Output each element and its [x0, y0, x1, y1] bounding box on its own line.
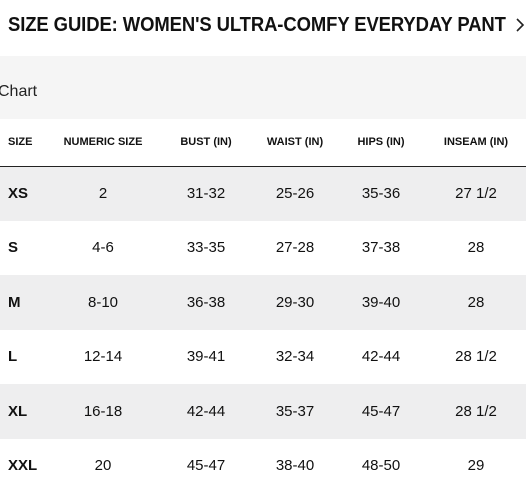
hips-cell: 37-38 — [336, 221, 426, 276]
waist-cell: 25-26 — [254, 166, 336, 221]
inseam-cell: 28 — [426, 275, 526, 330]
hips-cell: 42-44 — [336, 330, 426, 385]
tab-chart[interactable]: Chart — [0, 83, 37, 101]
table-row: L 12-14 39-41 32-34 42-44 28 1/2 — [0, 330, 526, 385]
size-cell: L — [0, 330, 48, 385]
column-header-numeric-size: NUMERIC SIZE — [48, 119, 158, 166]
bust-cell: 31-32 — [158, 166, 254, 221]
numeric-size-cell: 20 — [48, 439, 158, 493]
tab-bar: Chart — [0, 56, 526, 119]
modal-header: SIZE GUIDE: WOMEN'S ULTRA-COMFY EVERYDAY… — [0, 0, 526, 56]
column-header-hips: HIPS (IN) — [336, 119, 426, 166]
column-header-waist: WAIST (IN) — [254, 119, 336, 166]
waist-cell: 32-34 — [254, 330, 336, 385]
waist-cell: 29-30 — [254, 275, 336, 330]
inseam-cell: 28 — [426, 221, 526, 276]
inseam-cell: 28 1/2 — [426, 384, 526, 439]
column-header-bust: BUST (IN) — [158, 119, 254, 166]
inseam-cell: 29 — [426, 439, 526, 493]
waist-cell: 27-28 — [254, 221, 336, 276]
numeric-size-cell: 8-10 — [48, 275, 158, 330]
table-row: XL 16-18 42-44 35-37 45-47 28 1/2 — [0, 384, 526, 439]
numeric-size-cell: 16-18 — [48, 384, 158, 439]
table-row: XXL 20 45-47 38-40 48-50 29 — [0, 439, 526, 493]
bust-cell: 36-38 — [158, 275, 254, 330]
size-chart-table-wrapper: SIZE NUMERIC SIZE BUST (IN) WAIST (IN) H… — [0, 119, 526, 493]
size-cell: XXL — [0, 439, 48, 493]
bust-cell: 42-44 — [158, 384, 254, 439]
bust-cell: 33-35 — [158, 221, 254, 276]
hips-cell: 35-36 — [336, 166, 426, 221]
table-row: S 4-6 33-35 27-28 37-38 28 — [0, 221, 526, 276]
hips-cell: 45-47 — [336, 384, 426, 439]
chevron-right-icon[interactable] — [514, 14, 526, 36]
page-title: SIZE GUIDE: WOMEN'S ULTRA-COMFY EVERYDAY… — [8, 13, 506, 37]
size-cell: S — [0, 221, 48, 276]
bust-cell: 39-41 — [158, 330, 254, 385]
waist-cell: 35-37 — [254, 384, 336, 439]
hips-cell: 48-50 — [336, 439, 426, 493]
numeric-size-cell: 2 — [48, 166, 158, 221]
table-header-row: SIZE NUMERIC SIZE BUST (IN) WAIST (IN) H… — [0, 119, 526, 166]
inseam-cell: 28 1/2 — [426, 330, 526, 385]
column-header-size: SIZE — [0, 119, 48, 166]
column-header-inseam: INSEAM (IN) — [426, 119, 526, 166]
hips-cell: 39-40 — [336, 275, 426, 330]
table-row: M 8-10 36-38 29-30 39-40 28 — [0, 275, 526, 330]
size-cell: XL — [0, 384, 48, 439]
numeric-size-cell: 4-6 — [48, 221, 158, 276]
waist-cell: 38-40 — [254, 439, 336, 493]
numeric-size-cell: 12-14 — [48, 330, 158, 385]
bust-cell: 45-47 — [158, 439, 254, 493]
size-chart-table: SIZE NUMERIC SIZE BUST (IN) WAIST (IN) H… — [0, 119, 526, 493]
size-cell: M — [0, 275, 48, 330]
inseam-cell: 27 1/2 — [426, 166, 526, 221]
size-cell: XS — [0, 166, 48, 221]
table-row: XS 2 31-32 25-26 35-36 27 1/2 — [0, 166, 526, 221]
